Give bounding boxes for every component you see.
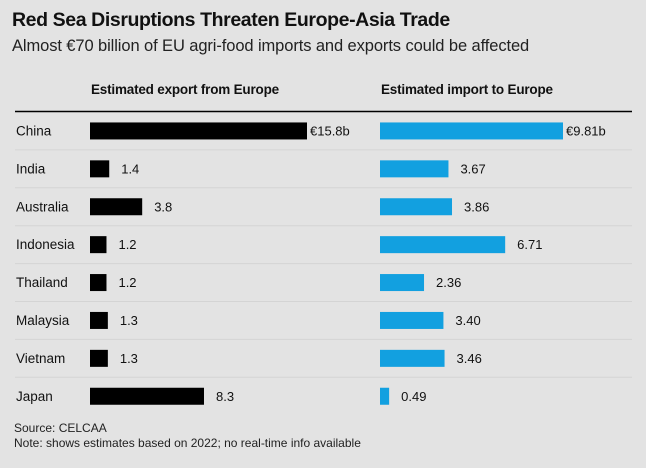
- import-bar: [380, 122, 563, 140]
- category-label: Japan: [16, 389, 53, 404]
- export-bar: [90, 236, 107, 254]
- import-bar: [380, 236, 506, 254]
- category-label: Malaysia: [16, 313, 70, 328]
- import-bar: [380, 160, 449, 178]
- footnote: Note: shows estimates based on 2022; no …: [14, 436, 361, 450]
- chart-subtitle: Almost €70 billion of EU agri-food impor…: [12, 37, 530, 55]
- category-label: India: [16, 161, 46, 176]
- export-value-label: 1.3: [120, 313, 138, 328]
- export-bar: [90, 160, 110, 178]
- export-value-label: 1.2: [118, 237, 136, 252]
- import-value-label: 3.40: [455, 313, 480, 328]
- export-value-label: 1.4: [121, 161, 139, 176]
- export-bar: [90, 349, 108, 367]
- category-label: Thailand: [16, 275, 68, 290]
- category-label: Vietnam: [16, 351, 65, 366]
- import-value-label: 0.49: [401, 389, 426, 404]
- export-value-label: 1.3: [120, 351, 138, 366]
- category-label: Australia: [16, 199, 69, 214]
- source-note: Source: CELCAA: [14, 421, 107, 435]
- export-bar: [90, 274, 107, 292]
- import-column-header: Estimated import to Europe: [381, 82, 553, 97]
- export-column-header: Estimated export from Europe: [91, 82, 279, 97]
- export-bar: [90, 122, 307, 140]
- export-value-label: 8.3: [216, 389, 234, 404]
- import-value-label: 3.46: [457, 351, 482, 366]
- export-bar: [90, 311, 108, 329]
- export-value-label: €15.8b: [310, 123, 350, 138]
- import-value-label: 3.86: [464, 199, 489, 214]
- export-bar: [90, 387, 204, 405]
- import-value-label: 6.71: [517, 237, 542, 252]
- import-value-label: €9.81b: [566, 123, 606, 138]
- chart-title: Red Sea Disruptions Threaten Europe-Asia…: [12, 9, 450, 31]
- import-bar: [380, 198, 453, 216]
- export-value-label: 3.8: [154, 199, 172, 214]
- import-bar: [380, 274, 425, 292]
- import-value-label: 2.36: [436, 275, 461, 290]
- category-label: Indonesia: [16, 237, 75, 252]
- export-bar: [90, 198, 143, 216]
- export-value-label: 1.2: [118, 275, 136, 290]
- import-bar: [380, 349, 445, 367]
- category-label: China: [16, 123, 52, 138]
- import-value-label: 3.67: [460, 161, 485, 176]
- import-bar: [380, 311, 444, 329]
- import-bar: [380, 387, 390, 405]
